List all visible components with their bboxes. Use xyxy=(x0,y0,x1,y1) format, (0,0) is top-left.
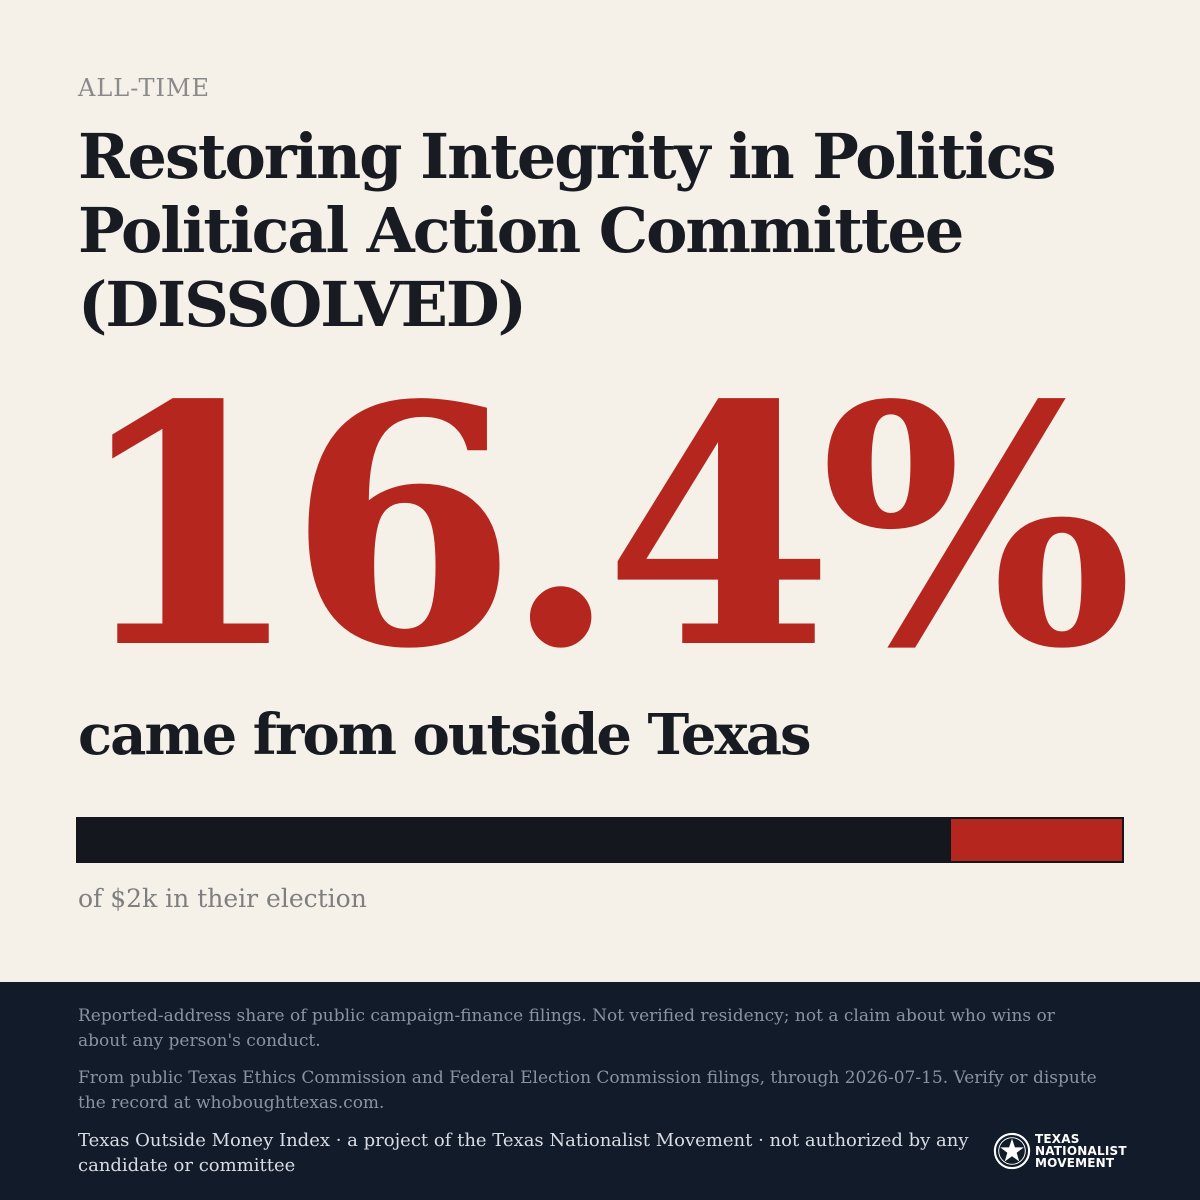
logo-line: TEXAS xyxy=(1035,1132,1080,1146)
logo-line: MOVEMENT xyxy=(1035,1156,1115,1170)
total-amount-label: of $2k in their election xyxy=(78,884,367,913)
share-caption: came from outside Texas xyxy=(78,702,812,768)
share-bar xyxy=(76,817,1124,863)
logo-line: NATIONALIST xyxy=(1035,1144,1127,1158)
credit-line: Texas Outside Money Index · a project of… xyxy=(78,1130,969,1176)
source-note: From public Texas Ethics Commission and … xyxy=(78,1068,1097,1113)
period-label: ALL-TIME xyxy=(78,74,211,102)
footer: Reported-address share of public campaig… xyxy=(0,982,1200,1200)
title-line: Restoring Integrity in Politics xyxy=(78,120,1057,193)
out-of-state-fill xyxy=(950,819,1122,861)
committee-title: Restoring Integrity in Politics Politica… xyxy=(78,120,1128,342)
tnm-logo: TEXAS NATIONALIST MOVEMENT xyxy=(993,1132,1127,1170)
title-line: Political Action Committee xyxy=(78,194,964,267)
star-seal-icon xyxy=(993,1132,1031,1170)
title-line: (DISSOLVED) xyxy=(78,268,527,341)
disclaimer-note: Reported-address share of public campaig… xyxy=(78,1006,1055,1051)
logo-wordmark: TEXAS NATIONALIST MOVEMENT xyxy=(1035,1133,1127,1169)
outside-share-percent: 16.4% xyxy=(72,333,1133,721)
